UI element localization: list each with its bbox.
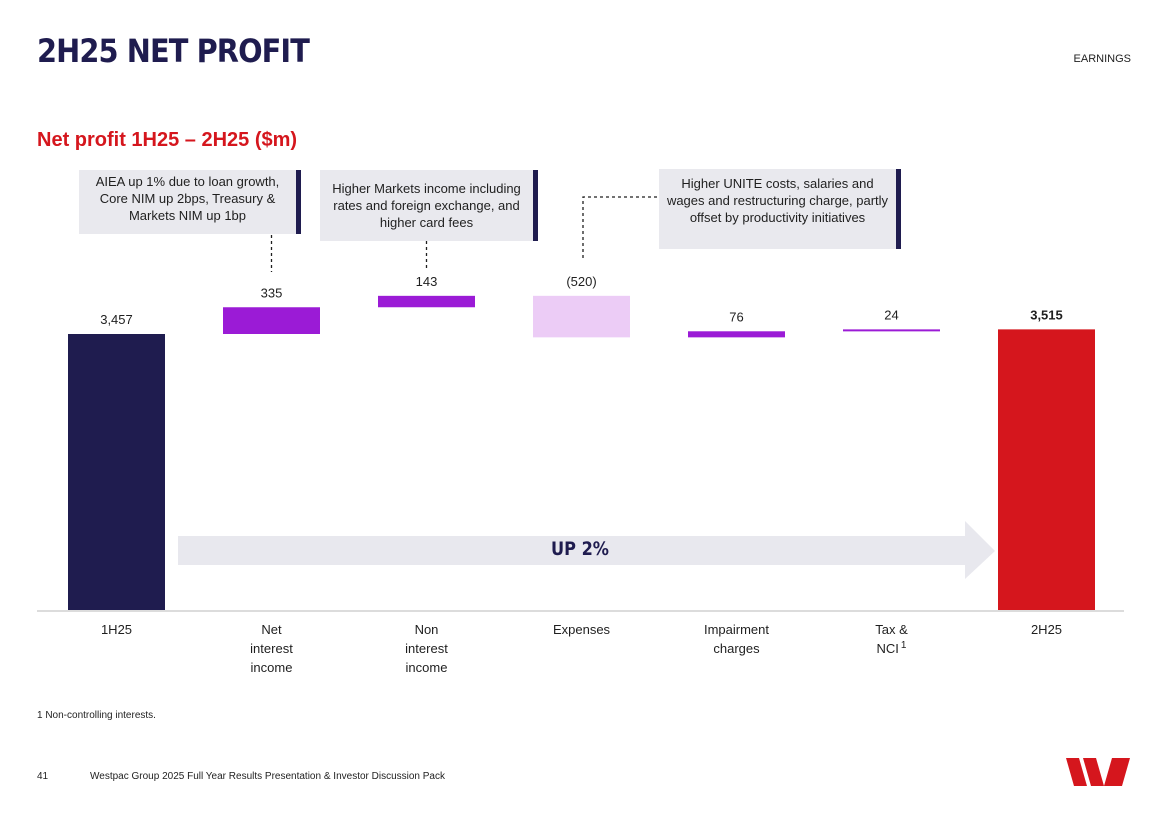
- category-labels: 1H25 Net interest income Non interest income Ex…: [101, 622, 1062, 675]
- category-label-5-1: NCI 1: [877, 640, 907, 656]
- bar-4: [688, 331, 785, 338]
- growth-arrow: [178, 521, 995, 579]
- value-label-1: 335: [261, 285, 283, 300]
- category-label-1-0: Net: [261, 622, 282, 637]
- value-label-6: 3,515: [1030, 307, 1063, 322]
- category-label-3-0: Expenses: [553, 622, 611, 637]
- growth-arrow-label: UP 2%: [550, 538, 609, 560]
- callout-connectors: [270, 196, 659, 272]
- value-label-3: (520): [566, 274, 596, 289]
- value-labels: 3,457 335 143 (520) 76 24 3,515: [100, 274, 1063, 327]
- section-label: EARNINGS: [1073, 53, 1131, 65]
- category-label-2-0: Non: [415, 622, 439, 637]
- callout-non-interest-income: Higher Markets income including rates an…: [320, 170, 538, 241]
- value-label-2: 143: [416, 274, 438, 289]
- bars: [68, 295, 1095, 610]
- category-label-2-2: income: [406, 660, 448, 675]
- category-label-1-2: income: [251, 660, 293, 675]
- bar-2: [378, 295, 475, 308]
- footnote: 1 Non-controlling interests.: [37, 710, 156, 721]
- connector-expenses: [582, 196, 659, 258]
- callout-expenses: Higher UNITE costs, salaries and wages a…: [659, 169, 901, 249]
- callout-net-interest-income: AIEA up 1% due to loan growth, Core NIM …: [79, 170, 301, 234]
- category-label-0-0: 1H25: [101, 622, 132, 637]
- value-label-0: 3,457: [100, 312, 133, 327]
- bar-3: [533, 295, 630, 338]
- value-label-5: 24: [884, 307, 898, 322]
- page-number: 41: [37, 771, 49, 782]
- document-name: Westpac Group 2025 Full Year Results Pre…: [90, 771, 445, 782]
- category-label-4-0: Impairment: [704, 622, 769, 637]
- page-title: 2H25 NET PROFIT: [37, 32, 310, 70]
- bar-0: [68, 334, 165, 610]
- category-label-4-1: charges: [713, 641, 760, 656]
- waterfall-chart: 3,457 335 143 (520) 76 24 3,515 1H25 Net interes…: [37, 196, 1124, 675]
- chart-title: Net profit 1H25 – 2H25 ($m): [37, 129, 298, 151]
- bar-5: [843, 329, 940, 332]
- bar-1: [223, 307, 320, 334]
- footnote-marker: 1: [901, 640, 907, 651]
- category-label-1-1: interest: [250, 641, 293, 656]
- westpac-logo-icon: [1066, 758, 1130, 786]
- category-label-2-1: interest: [405, 641, 448, 656]
- bar-6: [998, 329, 1095, 610]
- category-label-6-0: 2H25: [1031, 622, 1062, 637]
- value-label-4: 76: [729, 309, 743, 324]
- category-label-5-0: Tax &: [875, 622, 908, 637]
